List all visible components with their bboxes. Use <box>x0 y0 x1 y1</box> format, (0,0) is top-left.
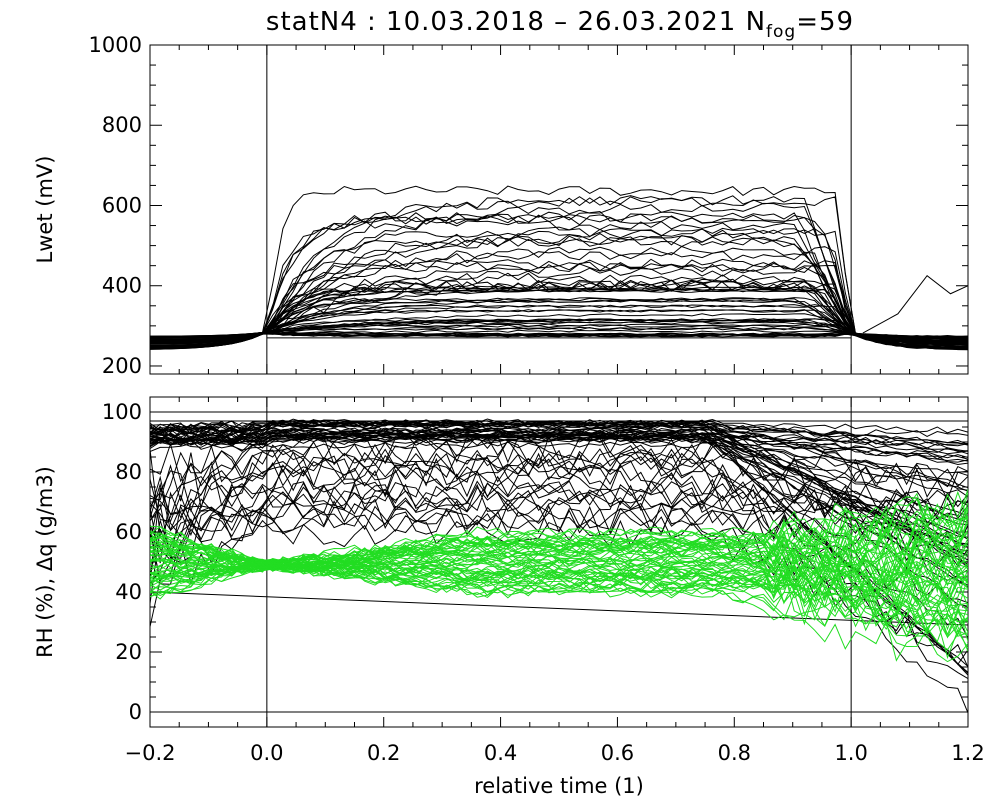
rh-series-line <box>150 449 968 532</box>
rh-series-line <box>150 424 968 492</box>
x-tick-label: −0.2 <box>125 741 176 765</box>
rh-series-line <box>150 429 968 462</box>
x-tick-label: 0.0 <box>250 741 283 765</box>
y-tick-label: 80 <box>115 460 142 484</box>
x-tick-label: 0.2 <box>367 741 400 765</box>
lwet-series-line <box>150 287 968 349</box>
y-tick-label: 0 <box>129 700 142 724</box>
rh-series-line <box>150 481 968 561</box>
dq-series-line <box>150 544 968 594</box>
x-tick-label: 0.4 <box>484 741 517 765</box>
y-tick-label: 20 <box>115 640 142 664</box>
dq-series-line <box>150 558 968 624</box>
y-tick-label: 60 <box>115 520 142 544</box>
lwet-series-line <box>150 213 968 344</box>
dq-series-line <box>150 561 968 635</box>
rh-series-line <box>150 456 968 567</box>
y-tick-label: 800 <box>102 113 142 137</box>
x-axis-label: relative time (1) <box>474 774 644 798</box>
x-tick-label: 1.2 <box>951 741 984 765</box>
dq-series-line <box>150 559 968 639</box>
rh-series-line <box>150 480 968 580</box>
rh-series-line <box>150 419 968 445</box>
y-tick-label: 100 <box>102 400 142 424</box>
lwet-series-line <box>150 236 968 339</box>
lwet-series-line <box>150 226 968 351</box>
dq-series-line <box>150 559 968 652</box>
rh-series-line <box>150 427 968 455</box>
lwet-series-line <box>150 228 968 341</box>
rh-series-line <box>150 451 968 639</box>
lwet-series-line <box>150 278 968 343</box>
y-tick-label: 400 <box>102 274 142 298</box>
lwet-series-line <box>150 214 968 342</box>
rh-series-line <box>150 437 968 460</box>
y-axis-label: RH (%), Δq (g/m3) <box>33 466 57 658</box>
y-tick-label: 200 <box>102 354 142 378</box>
lwet-series-line <box>150 250 968 339</box>
rh-series-line <box>150 591 968 626</box>
rh-series-line <box>150 427 968 452</box>
lwet-series-line <box>150 196 968 341</box>
lwet-series-line <box>150 329 968 350</box>
lwet-series-line <box>150 210 968 350</box>
x-tick-label: 0.6 <box>601 741 634 765</box>
lwet-series-line <box>150 326 968 339</box>
y-tick-label: 1000 <box>89 33 142 57</box>
bottom-panel-rh-dq: 0 20 40 60 80 100 RH (%), Δq (g/m3) −0.2 0.0 0.2 0… <box>33 396 985 798</box>
rh-series-line <box>150 441 968 483</box>
chart-title: statN4 : 10.03.2018 – 26.03.2021 Nfog=59 <box>266 7 854 42</box>
top-panel-lwet: 200 400 600 800 1000 Lwet (mV) <box>33 33 969 378</box>
rh-series-line <box>150 502 968 668</box>
lwet-series-line <box>150 185 968 338</box>
rh-series-line <box>150 480 968 531</box>
rh-series-line <box>150 420 968 565</box>
rh-series-line <box>150 422 968 446</box>
lwet-series-line <box>150 332 968 341</box>
dq-series-line <box>150 506 968 571</box>
rh-series-line <box>150 483 968 585</box>
y-tick-label: 40 <box>115 580 142 604</box>
lwet-series-line <box>862 274 968 334</box>
dq-series-line <box>150 546 968 594</box>
lwet-series-line <box>150 321 968 345</box>
y-axis-label: Lwet (mV) <box>33 156 57 264</box>
dq-series-line <box>150 525 968 594</box>
x-tick-label: 1.0 <box>834 741 867 765</box>
x-tick-label: 0.8 <box>718 741 751 765</box>
y-tick-label: 600 <box>102 193 142 217</box>
rh-series-line <box>150 430 968 545</box>
rh-series-line <box>150 431 968 674</box>
lwet-series-line <box>150 324 968 351</box>
lwet-series-line <box>150 286 968 343</box>
lwet-series-line <box>150 281 968 347</box>
dq-series-line <box>150 550 968 590</box>
